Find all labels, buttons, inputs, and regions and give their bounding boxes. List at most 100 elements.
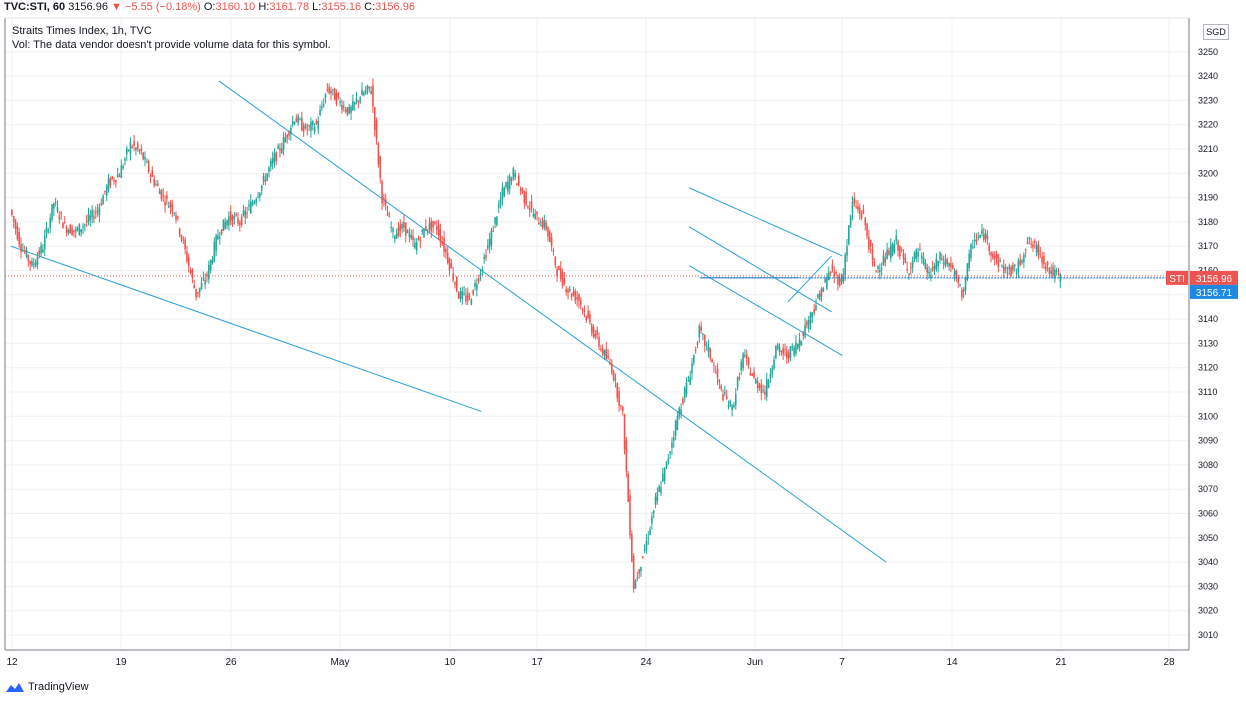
candle-up bbox=[846, 238, 848, 262]
candle-down bbox=[592, 324, 595, 339]
candle-down bbox=[618, 387, 620, 412]
candle-up bbox=[406, 229, 409, 234]
candle-down bbox=[111, 175, 113, 181]
candle-down bbox=[383, 193, 385, 207]
brand[interactable]: TradingView bbox=[6, 681, 89, 693]
candle-down bbox=[113, 177, 115, 185]
candle-down bbox=[570, 292, 573, 301]
candle-up bbox=[798, 332, 801, 352]
candle-up bbox=[158, 187, 161, 194]
candle-down bbox=[897, 239, 899, 257]
candle-down bbox=[465, 288, 467, 305]
candle-down bbox=[29, 260, 31, 271]
candle-up bbox=[877, 264, 879, 274]
candle-up bbox=[313, 123, 316, 135]
trend-line[interactable] bbox=[10, 245, 482, 412]
candle-up bbox=[125, 145, 128, 161]
candle-down bbox=[109, 176, 112, 189]
price-tags: STI 3156.96 3156.71 bbox=[1166, 270, 1238, 299]
candle-down bbox=[632, 553, 635, 593]
candle-up bbox=[776, 342, 779, 351]
candle-up bbox=[649, 526, 651, 536]
candle-down bbox=[625, 436, 628, 478]
trend-line[interactable] bbox=[689, 226, 832, 313]
candle-down bbox=[186, 245, 188, 264]
candle-up bbox=[683, 386, 686, 403]
candle-down bbox=[11, 209, 13, 217]
candle-up bbox=[698, 323, 701, 343]
candle-down bbox=[1012, 261, 1014, 275]
candle-up bbox=[490, 227, 493, 250]
candle-down bbox=[638, 568, 640, 579]
candle-up bbox=[939, 251, 941, 264]
candle-up bbox=[228, 211, 230, 231]
candle-up bbox=[654, 492, 657, 509]
candle-up bbox=[226, 219, 228, 230]
currency-badge[interactable]: SGD bbox=[1203, 24, 1229, 40]
candle-up bbox=[930, 267, 932, 282]
candle-down bbox=[869, 239, 872, 254]
trend-line[interactable] bbox=[689, 265, 843, 356]
candle-up bbox=[390, 221, 392, 233]
candle-down bbox=[403, 215, 405, 232]
candle-up bbox=[43, 229, 46, 257]
candle-down bbox=[616, 382, 619, 403]
candle-down bbox=[492, 225, 495, 233]
candle-up bbox=[817, 293, 819, 299]
trend-line[interactable] bbox=[218, 80, 887, 563]
candle-down bbox=[831, 259, 834, 273]
candle-up bbox=[948, 262, 950, 271]
candle-up bbox=[282, 131, 285, 156]
candle-up bbox=[848, 224, 850, 246]
candle-up bbox=[840, 273, 843, 286]
x-tick-label: 10 bbox=[444, 657, 456, 668]
candle-down bbox=[904, 253, 907, 264]
candle-up bbox=[742, 351, 744, 372]
candle-down bbox=[718, 378, 721, 390]
candle-up bbox=[744, 348, 746, 359]
candle-down bbox=[623, 413, 626, 455]
y-tick-label: 3240 bbox=[1198, 71, 1218, 81]
candle-down bbox=[446, 246, 449, 265]
candle-down bbox=[993, 251, 996, 266]
candle-up bbox=[311, 119, 314, 131]
candle-down bbox=[572, 286, 575, 297]
x-tick-label: 26 bbox=[225, 657, 237, 668]
price-tag-value: 3156.96 bbox=[1196, 274, 1233, 285]
candle-down bbox=[229, 205, 232, 226]
trend-line[interactable] bbox=[787, 255, 832, 303]
trend-line[interactable] bbox=[689, 187, 843, 257]
candle-up bbox=[410, 229, 413, 241]
candle-down bbox=[197, 291, 199, 298]
candle-up bbox=[1055, 267, 1058, 276]
candle-down bbox=[946, 257, 949, 267]
candle-up bbox=[569, 285, 571, 293]
sti-tag-box bbox=[1166, 270, 1188, 285]
candle-down bbox=[326, 83, 329, 93]
candle-down bbox=[612, 369, 615, 382]
candle-up bbox=[496, 215, 498, 227]
candle-up bbox=[765, 372, 768, 402]
candle-down bbox=[169, 199, 172, 215]
candle-down bbox=[357, 100, 360, 109]
x-tick-label: 14 bbox=[946, 657, 958, 668]
candle-up bbox=[795, 335, 797, 357]
y-tick-label: 3190 bbox=[1198, 193, 1218, 203]
candle-up bbox=[809, 311, 812, 330]
candle-down bbox=[610, 359, 613, 376]
candle-up bbox=[89, 209, 92, 227]
y-tick-label: 3080 bbox=[1198, 460, 1218, 470]
candle-up bbox=[1004, 263, 1007, 274]
candle-up bbox=[667, 454, 670, 465]
candle-down bbox=[720, 383, 722, 392]
candle-up bbox=[651, 512, 653, 530]
candle-up bbox=[740, 358, 743, 376]
candle-up bbox=[973, 232, 976, 249]
candle-up bbox=[791, 343, 794, 352]
candle-up bbox=[213, 237, 216, 263]
candle-down bbox=[456, 276, 458, 293]
candle-up bbox=[959, 283, 961, 287]
candle-down bbox=[957, 274, 960, 289]
candle-down bbox=[749, 367, 752, 376]
